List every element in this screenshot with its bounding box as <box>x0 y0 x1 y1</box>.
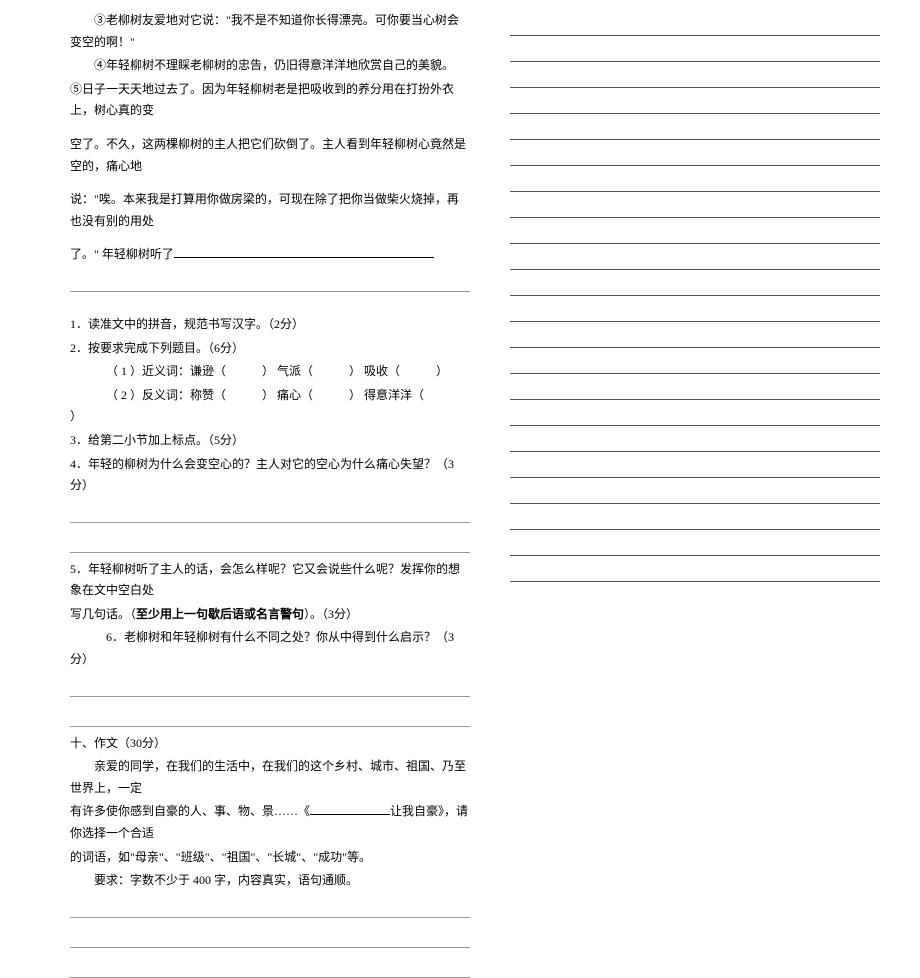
q10b-blank[interactable] <box>310 801 390 815</box>
writing-line[interactable] <box>510 140 880 166</box>
story-para-5b: 空了。不久，这两棵柳树的主人把它们砍倒了。主人看到年轻柳树心竟然是空的，痛心地 <box>70 134 470 177</box>
story-para-5a: ⑤日子一天天地过去了。因为年轻柳树老是把吸收到的养分用在打扮外衣上，树心真的变 <box>70 79 470 122</box>
writing-line[interactable] <box>510 166 880 192</box>
writing-line[interactable] <box>510 322 880 348</box>
question-6: 6．老柳树和年轻柳树有什么不同之处？你从中得到什么启示？（3分） <box>70 627 470 670</box>
right-column <box>490 10 880 617</box>
story-para-5d: 了。" 年轻柳树听了 <box>70 244 470 266</box>
blank-line-1[interactable] <box>174 244 434 258</box>
q2a-mid1: ） 气派（ <box>262 364 313 378</box>
q10b-pre: 有许多使你感到自豪的人、事、物、景……《 <box>70 804 310 818</box>
writing-line[interactable] <box>510 452 880 478</box>
q2a-end: ） <box>436 364 448 378</box>
question-2: 2．按要求完成下列题目。（6分） <box>70 338 470 360</box>
writing-line[interactable] <box>510 400 880 426</box>
writing-line[interactable] <box>510 36 880 62</box>
blank-line-2[interactable] <box>70 268 470 292</box>
writing-line[interactable] <box>510 244 880 270</box>
q2b-mid2: ） 得意洋洋（ <box>349 388 424 402</box>
question-1: 1．读准文中的拼音，规范书写汉字。（2分） <box>70 314 470 336</box>
question-4: 4．年轻的柳树为什么会变空心的？主人对它的空心为什么痛心失望？（3分） <box>70 454 470 497</box>
question-5a: 5．年轻柳树听了主人的话，会怎么样呢？它又会说些什么呢？发挥你的想象在文中空白处 <box>70 559 470 602</box>
writing-line[interactable] <box>510 556 880 582</box>
writing-line[interactable] <box>510 192 880 218</box>
q10-a: 亲爱的同学，在我们的生活中，在我们的这个乡村、城市、祖国、乃至世界上，一定 <box>70 756 470 799</box>
section-10-title: 十、作文（30分） <box>70 733 470 755</box>
q2b-label: （ 2 ）反义词：称赞（ <box>106 388 226 402</box>
q10-c: 的词语，如"母亲"、"班级"、"祖国"、"长城"、"成功"等。 <box>70 847 470 869</box>
question-5b: 写几句话。（至少用上一句歇后语或名言警句）。（3分） <box>70 604 470 626</box>
left-column: ③老柳树友爱地对它说："我不是不知道你长得漂亮。可你要当心树会变空的啊！" ④年… <box>70 10 490 617</box>
question-2a: （ 1 ）近义词：谦逊（ ） 气派（ ） 吸收（ ） <box>70 361 470 383</box>
story-para-3: ③老柳树友爱地对它说："我不是不知道你长得漂亮。可你要当心树会变空的啊！" <box>70 10 470 53</box>
writing-line[interactable] <box>510 218 880 244</box>
q6-answer-line-2[interactable] <box>70 703 470 727</box>
writing-line[interactable] <box>510 426 880 452</box>
story-para-5d-text: 了。" 年轻柳树听了 <box>70 247 174 261</box>
q10-b: 有许多使你感到自豪的人、事、物、景……《让我自豪》，请你选择一个合适 <box>70 801 470 844</box>
writing-line[interactable] <box>510 270 880 296</box>
question-2b: （ 2 ）反义词：称赞（ ） 痛心（ ） 得意洋洋（ ） <box>70 385 470 428</box>
essay-line-3[interactable] <box>70 954 470 978</box>
q2b-mid1: ） 痛心（ <box>262 388 313 402</box>
q4-answer-line-1[interactable] <box>70 499 470 523</box>
writing-line[interactable] <box>510 296 880 322</box>
writing-line[interactable] <box>510 62 880 88</box>
writing-line[interactable] <box>510 478 880 504</box>
writing-line[interactable] <box>510 10 880 36</box>
q2a-mid2: ） 吸收（ <box>349 364 400 378</box>
q2b-end: ） <box>70 409 82 423</box>
writing-line[interactable] <box>510 114 880 140</box>
essay-line-1[interactable] <box>70 894 470 918</box>
q4-answer-line-2[interactable] <box>70 529 470 553</box>
essay-line-2[interactable] <box>70 924 470 948</box>
story-para-5c: 说："唉。本来我是打算用你做房梁的，可现在除了把你当做柴火烧掉，再也没有别的用处 <box>70 189 470 232</box>
writing-line[interactable] <box>510 348 880 374</box>
question-3: 3．给第二小节加上标点。（5分） <box>70 430 470 452</box>
q10-d: 要求：字数不少于 400 字，内容真实，语句通顺。 <box>70 870 470 892</box>
writing-line[interactable] <box>510 504 880 530</box>
q6-answer-line-1[interactable] <box>70 673 470 697</box>
writing-line[interactable] <box>510 374 880 400</box>
q2a-label: （ 1 ）近义词：谦逊（ <box>106 364 226 378</box>
story-para-4: ④年轻柳树不理睬老柳树的忠告，仍旧得意洋洋地欣赏自己的美貌。 <box>70 55 470 77</box>
writing-line[interactable] <box>510 88 880 114</box>
q5b-text: 写几句话。（至少用上一句歇后语或名言警句）。（3分） <box>70 607 358 621</box>
writing-line[interactable] <box>510 530 880 556</box>
